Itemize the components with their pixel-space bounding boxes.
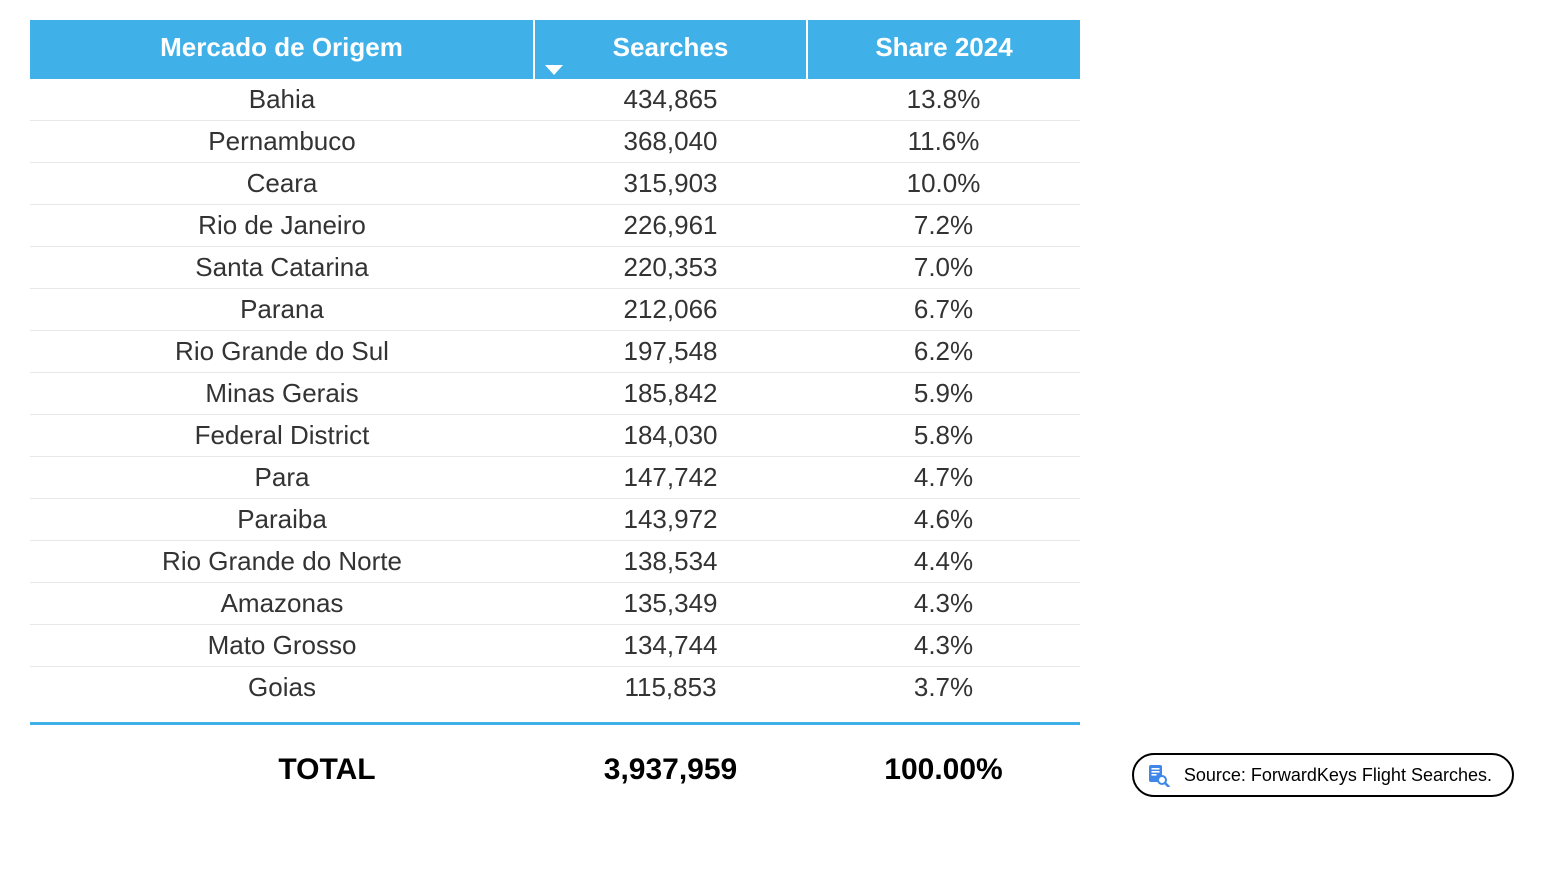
source-text: Source: ForwardKeys Flight Searches. [1184, 765, 1492, 786]
cell-origin: Bahia [30, 79, 534, 121]
table-row: Santa Catarina220,3537.0% [30, 247, 1080, 289]
table-row: Parana212,0666.7% [30, 289, 1080, 331]
table-row: Amazonas135,3494.3% [30, 583, 1080, 625]
cell-searches: 185,842 [534, 373, 807, 415]
table-row: Paraiba143,9724.6% [30, 499, 1080, 541]
cell-origin: Mato Grosso [30, 625, 534, 667]
origin-markets-table: Mercado de Origem Searches Share 2024 Ba… [30, 20, 1080, 708]
table-row: Goias115,8533.7% [30, 667, 1080, 709]
cell-searches: 147,742 [534, 457, 807, 499]
cell-share: 6.2% [807, 331, 1080, 373]
table-row: Para147,7424.7% [30, 457, 1080, 499]
cell-searches: 135,349 [534, 583, 807, 625]
cell-searches: 220,353 [534, 247, 807, 289]
cell-searches: 143,972 [534, 499, 807, 541]
sort-descending-icon [545, 65, 563, 75]
cell-share: 4.3% [807, 583, 1080, 625]
cell-share: 10.0% [807, 163, 1080, 205]
column-header-origin[interactable]: Mercado de Origem [30, 20, 534, 79]
total-label: TOTAL [30, 753, 534, 787]
document-search-icon [1146, 763, 1170, 787]
cell-searches: 134,744 [534, 625, 807, 667]
cell-share: 5.8% [807, 415, 1080, 457]
cell-origin: Amazonas [30, 583, 534, 625]
cell-share: 13.8% [807, 79, 1080, 121]
source-attribution: Source: ForwardKeys Flight Searches. [1132, 753, 1514, 797]
cell-searches: 115,853 [534, 667, 807, 709]
column-header-share-label: Share 2024 [875, 32, 1012, 62]
cell-origin: Minas Gerais [30, 373, 534, 415]
cell-origin: Rio de Janeiro [30, 205, 534, 247]
cell-origin: Rio Grande do Norte [30, 541, 534, 583]
cell-searches: 434,865 [534, 79, 807, 121]
cell-share: 5.9% [807, 373, 1080, 415]
cell-origin: Ceara [30, 163, 534, 205]
table-row: Ceara315,90310.0% [30, 163, 1080, 205]
table-body: Bahia434,86513.8%Pernambuco368,04011.6%C… [30, 79, 1080, 708]
table-row: Federal District184,0305.8% [30, 415, 1080, 457]
cell-searches: 315,903 [534, 163, 807, 205]
cell-searches: 226,961 [534, 205, 807, 247]
column-header-share[interactable]: Share 2024 [807, 20, 1080, 79]
cell-origin: Goias [30, 667, 534, 709]
column-header-searches[interactable]: Searches [534, 20, 807, 79]
origin-markets-table-container: Mercado de Origem Searches Share 2024 Ba… [30, 20, 1080, 797]
total-searches: 3,937,959 [534, 753, 807, 787]
table-row: Rio Grande do Norte138,5344.4% [30, 541, 1080, 583]
cell-share: 4.3% [807, 625, 1080, 667]
cell-origin: Pernambuco [30, 121, 534, 163]
column-header-searches-label: Searches [613, 32, 729, 62]
cell-searches: 138,534 [534, 541, 807, 583]
cell-searches: 212,066 [534, 289, 807, 331]
table-header-row: Mercado de Origem Searches Share 2024 [30, 20, 1080, 79]
table-row: Rio Grande do Sul197,5486.2% [30, 331, 1080, 373]
cell-share: 6.7% [807, 289, 1080, 331]
cell-origin: Federal District [30, 415, 534, 457]
cell-origin: Paraiba [30, 499, 534, 541]
cell-share: 4.7% [807, 457, 1080, 499]
table-row: Pernambuco368,04011.6% [30, 121, 1080, 163]
total-share: 100.00% [807, 753, 1080, 787]
cell-share: 4.6% [807, 499, 1080, 541]
cell-share: 7.0% [807, 247, 1080, 289]
table-row: Minas Gerais185,8425.9% [30, 373, 1080, 415]
cell-origin: Santa Catarina [30, 247, 534, 289]
table-row: Bahia434,86513.8% [30, 79, 1080, 121]
cell-share: 3.7% [807, 667, 1080, 709]
column-header-origin-label: Mercado de Origem [160, 32, 403, 62]
cell-origin: Rio Grande do Sul [30, 331, 534, 373]
cell-share: 11.6% [807, 121, 1080, 163]
cell-origin: Parana [30, 289, 534, 331]
cell-searches: 368,040 [534, 121, 807, 163]
total-row: TOTAL 3,937,959 100.00% [30, 725, 1080, 797]
cell-share: 4.4% [807, 541, 1080, 583]
cell-share: 7.2% [807, 205, 1080, 247]
cell-searches: 197,548 [534, 331, 807, 373]
cell-searches: 184,030 [534, 415, 807, 457]
table-row: Mato Grosso134,7444.3% [30, 625, 1080, 667]
table-row: Rio de Janeiro226,9617.2% [30, 205, 1080, 247]
cell-origin: Para [30, 457, 534, 499]
